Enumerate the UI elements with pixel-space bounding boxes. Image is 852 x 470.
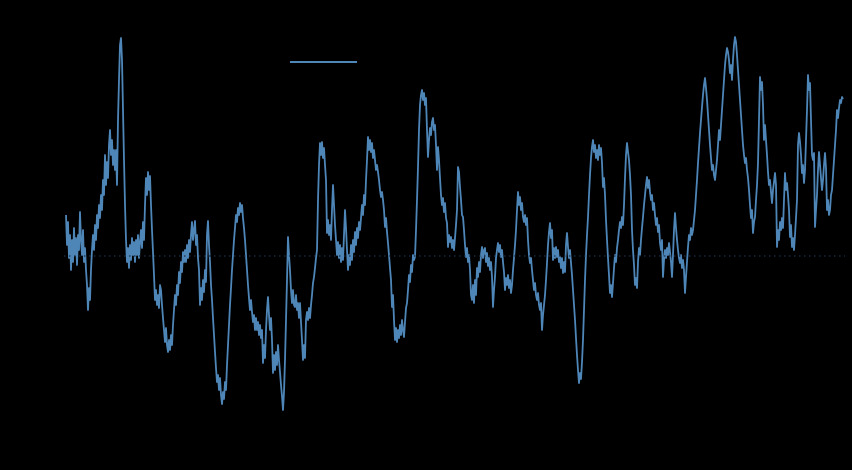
series-line xyxy=(65,36,844,411)
